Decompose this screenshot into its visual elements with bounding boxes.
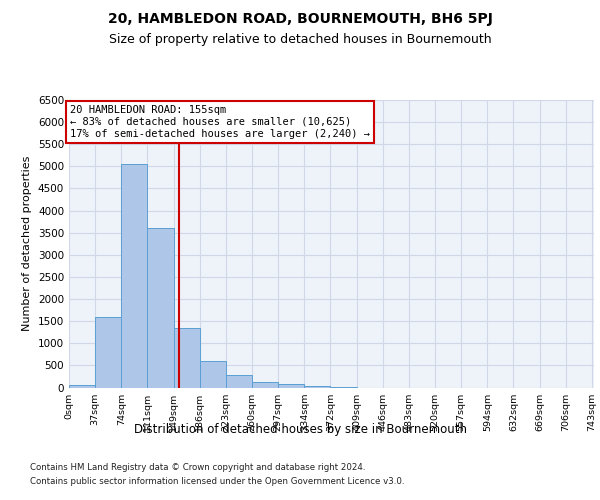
Bar [148,228,173,388]
Bar [121,164,148,388]
Bar [278,384,304,388]
Bar [226,375,252,388]
Y-axis label: Number of detached properties: Number of detached properties [22,156,32,332]
Bar [252,382,278,388]
Text: 20 HAMBLEDON ROAD: 155sqm
← 83% of detached houses are smaller (10,625)
17% of s: 20 HAMBLEDON ROAD: 155sqm ← 83% of detac… [70,106,370,138]
Bar [200,361,226,388]
Text: Distribution of detached houses by size in Bournemouth: Distribution of detached houses by size … [133,422,467,436]
Text: 20, HAMBLEDON ROAD, BOURNEMOUTH, BH6 5PJ: 20, HAMBLEDON ROAD, BOURNEMOUTH, BH6 5PJ [107,12,493,26]
Bar [95,316,121,388]
Bar [69,386,95,388]
Bar [304,386,331,388]
Text: Size of property relative to detached houses in Bournemouth: Size of property relative to detached ho… [109,32,491,46]
Text: Contains public sector information licensed under the Open Government Licence v3: Contains public sector information licen… [30,478,404,486]
Bar [173,328,200,388]
Text: Contains HM Land Registry data © Crown copyright and database right 2024.: Contains HM Land Registry data © Crown c… [30,462,365,471]
